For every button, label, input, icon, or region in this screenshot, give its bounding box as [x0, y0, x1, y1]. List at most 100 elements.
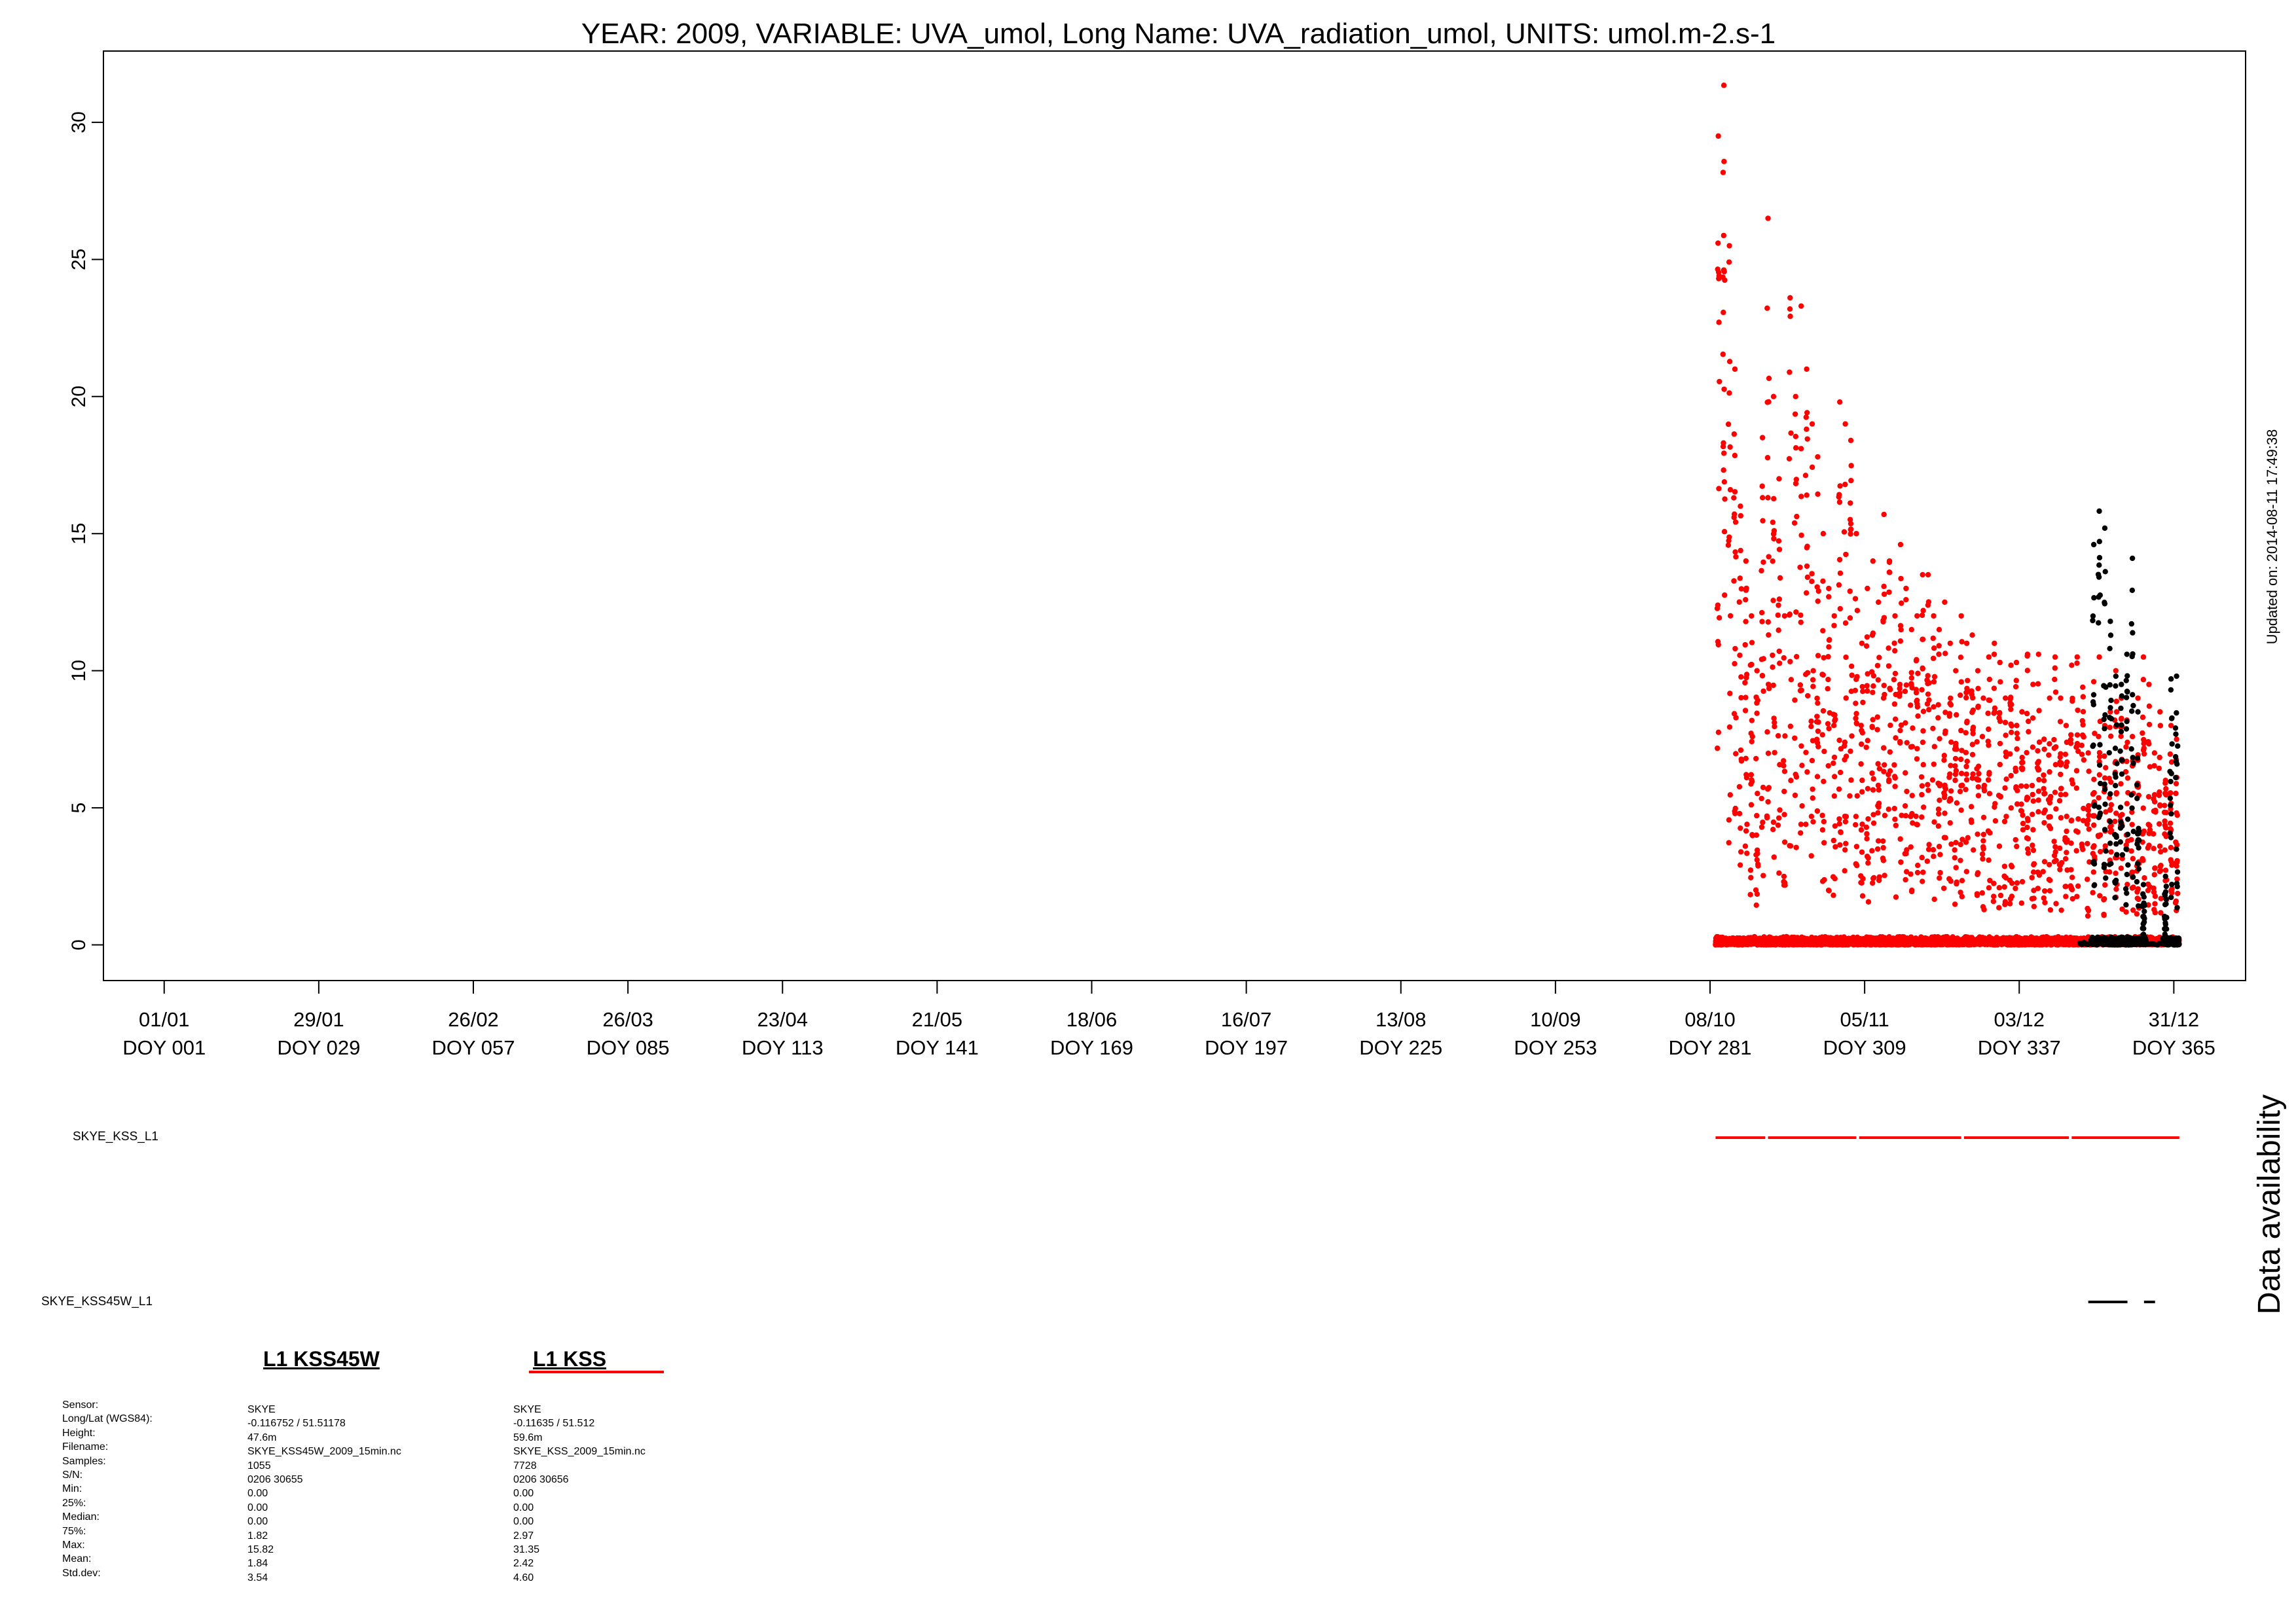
l1-kss-point — [1886, 806, 1891, 812]
l1-kss-point — [2074, 654, 2080, 660]
l1-kss-point — [1903, 869, 1910, 875]
l1-kss-point — [2103, 765, 2109, 771]
l1-kss-point — [1859, 849, 1865, 855]
l1-kss-point — [1802, 473, 1809, 478]
l1-kss-point — [2064, 837, 2070, 843]
l1-kss-point — [2113, 886, 2119, 892]
l1-kss-point — [1732, 645, 1738, 652]
l1-kss-point — [1721, 158, 1727, 164]
l1-kss-point — [1935, 702, 1941, 708]
l1-kss-point — [2151, 846, 2157, 852]
l1-kss-point — [1831, 613, 1837, 619]
l1-kss-point — [1964, 689, 1971, 695]
l1-kss-point — [1991, 880, 1997, 886]
x-tick-date: 26/03 — [602, 1008, 653, 1031]
l1-kss-point — [2068, 867, 2074, 873]
l1-kss-point — [1898, 859, 1904, 865]
l1-kss-point — [1836, 821, 1842, 827]
l1-kss-point — [1765, 750, 1772, 757]
l1-kss-point — [1721, 529, 1728, 535]
l1-kss-point — [1820, 672, 1826, 678]
l1-kss-point — [2157, 709, 2163, 715]
l1-kss-point — [1876, 599, 1882, 605]
l1-kss-point — [2091, 843, 2097, 849]
l1-kss-point — [1782, 733, 1788, 739]
l1-kss-point — [2151, 750, 2158, 756]
l1-kss-point — [1804, 563, 1810, 569]
l1-kss-point — [1936, 651, 1942, 657]
l1-kss-point — [1733, 751, 1739, 757]
x-tick-date: 01/01 — [139, 1008, 190, 1031]
l1-kss-point — [1926, 842, 1932, 848]
l1-kss-point — [1991, 685, 1997, 691]
l1-kss-point — [1843, 551, 1849, 558]
l1-kss-point — [2053, 857, 2059, 863]
l1-kss-point — [1792, 697, 1798, 703]
l1-kss-point — [1832, 823, 1838, 829]
l1-kss-point — [2008, 805, 2014, 811]
l1-kss-point — [1997, 892, 2004, 899]
l1-kss-point — [1854, 863, 1860, 869]
l1-kss-point — [1909, 810, 1915, 817]
l1-kss-point — [1754, 812, 1760, 819]
l1-kss-point — [1743, 828, 1749, 834]
l1-kss-point — [1749, 734, 1755, 740]
l1-kss-point — [1899, 812, 1904, 818]
l1-kss-point — [2163, 833, 2169, 839]
l1-kss-point — [1748, 772, 1755, 778]
l1-kss-point — [1876, 766, 1883, 772]
l1-kss-point — [1986, 654, 1992, 660]
l1-kss-point — [1836, 556, 1843, 563]
l1-kss-point — [1722, 592, 1728, 598]
l1-kss-point — [2047, 877, 2053, 884]
l1-kss-point — [1948, 702, 1954, 708]
l1-kss-point — [1721, 232, 1727, 238]
l1-kss-point — [1808, 814, 1815, 820]
l1-kss-point — [1814, 774, 1821, 780]
l1-kss-point — [1997, 679, 2003, 685]
l1-kss-point — [1909, 887, 1915, 893]
l1-kss-point — [1986, 697, 1993, 704]
l1-kss-point — [1963, 839, 1969, 845]
l1-kss-point — [1753, 832, 1760, 839]
l1-kss-point — [1924, 858, 1931, 864]
y-tick-label: 0 — [68, 939, 90, 950]
l1-kss-point — [1847, 588, 1853, 594]
l1-kss-point — [1997, 793, 2004, 800]
x-tick-doy: DOY 225 — [1359, 1036, 1442, 1059]
l1-kss-point — [1798, 687, 1804, 693]
l1-kss-point — [2026, 729, 2032, 735]
y-tick-label: 5 — [68, 803, 90, 814]
l1-kss-point — [1937, 852, 1943, 857]
l1-kss-point — [1820, 578, 1826, 585]
x-tick-date: 29/01 — [293, 1008, 344, 1031]
l1-kss-point — [2069, 662, 2075, 668]
l1-kss-point — [1836, 582, 1842, 588]
l1-kss-point — [2168, 723, 2174, 729]
l1-kss-point — [2047, 814, 2053, 820]
l1-kss-point — [1863, 824, 1870, 831]
l1-kss-point — [1798, 612, 1804, 619]
l1-kss-point — [1837, 570, 1844, 576]
l1-kss-point — [1821, 655, 1827, 660]
l1-kss-point — [1886, 777, 1892, 783]
l1-kss-point — [1958, 890, 1963, 895]
l1-kss-point — [1858, 723, 1864, 729]
l1-kss-point — [1948, 739, 1954, 746]
l1-kss-point — [2075, 883, 2081, 889]
l1-kss-point — [1737, 652, 1743, 659]
l1-kss-point — [2140, 805, 2146, 811]
l1-kss-point — [1794, 513, 1800, 520]
l1-kss-point — [2019, 878, 2026, 885]
l1-kss-point — [2020, 812, 2026, 818]
l1-kss-point — [1975, 763, 1982, 769]
l1-kss-point — [2047, 769, 2052, 775]
l1-kss-point — [1914, 862, 1921, 869]
l1-kss-point — [1853, 814, 1859, 820]
l1-kss-point — [1842, 481, 1848, 488]
l1-kss-point — [1931, 679, 1937, 685]
l1-kss-point — [1832, 876, 1838, 882]
l1-kss-point — [2096, 749, 2103, 756]
l1-kss-point — [2081, 734, 2086, 740]
l1-kss-point — [1815, 598, 1821, 604]
